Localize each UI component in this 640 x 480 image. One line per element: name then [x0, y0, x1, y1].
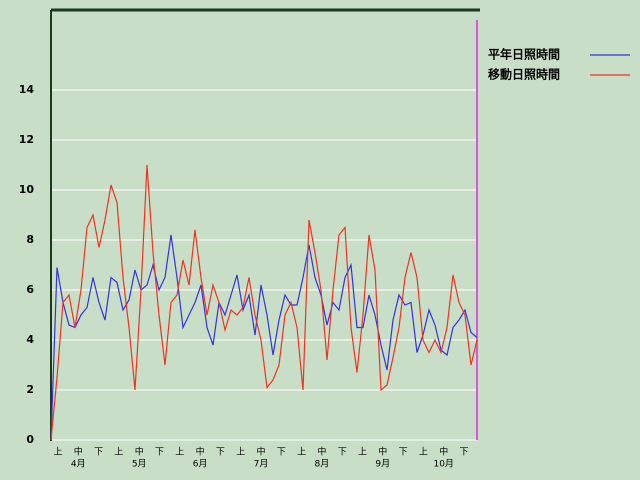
series-line: [50, 164, 478, 441]
x-tick-label: 中: [196, 446, 205, 458]
y-tick-label: 0: [26, 433, 34, 446]
month-label: 10月: [433, 459, 453, 470]
x-tick-label: 上: [297, 447, 306, 458]
x-tick-label: 中: [256, 446, 265, 458]
month-label: 4月: [71, 459, 86, 470]
x-tick-label: 上: [419, 447, 428, 458]
x-tick-label: 下: [155, 448, 164, 458]
y-tick-label: 14: [19, 83, 35, 96]
month-label: 8月: [315, 459, 330, 470]
x-tick-label: 上: [358, 447, 367, 458]
y-tick-label: 2: [26, 383, 34, 396]
series-line: [50, 234, 478, 441]
month-label: 5月: [132, 459, 147, 470]
x-tick-label: 下: [94, 448, 103, 458]
y-tick-label: 4: [26, 333, 34, 346]
x-tick-label: 上: [236, 447, 245, 458]
x-tick-label: 下: [277, 448, 286, 458]
x-tick-label: 下: [216, 448, 225, 458]
x-tick-label: 中: [74, 446, 83, 458]
legend-label: 移動日照時間: [488, 67, 560, 82]
y-tick-label: 6: [26, 283, 34, 296]
x-tick-label: 中: [317, 446, 326, 458]
month-label: 9月: [375, 459, 390, 470]
y-tick-label: 12: [19, 133, 34, 146]
x-tick-label: 中: [439, 446, 448, 458]
x-tick-label: 中: [135, 446, 144, 458]
y-tick-label: 8: [26, 233, 34, 246]
month-label: 6月: [193, 459, 208, 470]
month-label: 7月: [254, 459, 269, 470]
x-tick-label: 下: [399, 448, 408, 458]
x-tick-label: 上: [175, 447, 184, 458]
x-tick-label: 上: [114, 447, 123, 458]
x-tick-label: 中: [378, 446, 387, 458]
plot: [50, 164, 478, 441]
y-tick-label: 10: [19, 183, 35, 196]
x-tick-label: 上: [53, 447, 62, 458]
legend-label: 平年日照時間: [488, 47, 560, 62]
x-tick-label: 下: [459, 448, 468, 458]
grid: [51, 89, 477, 441]
x-tick-label: 下: [338, 448, 347, 458]
